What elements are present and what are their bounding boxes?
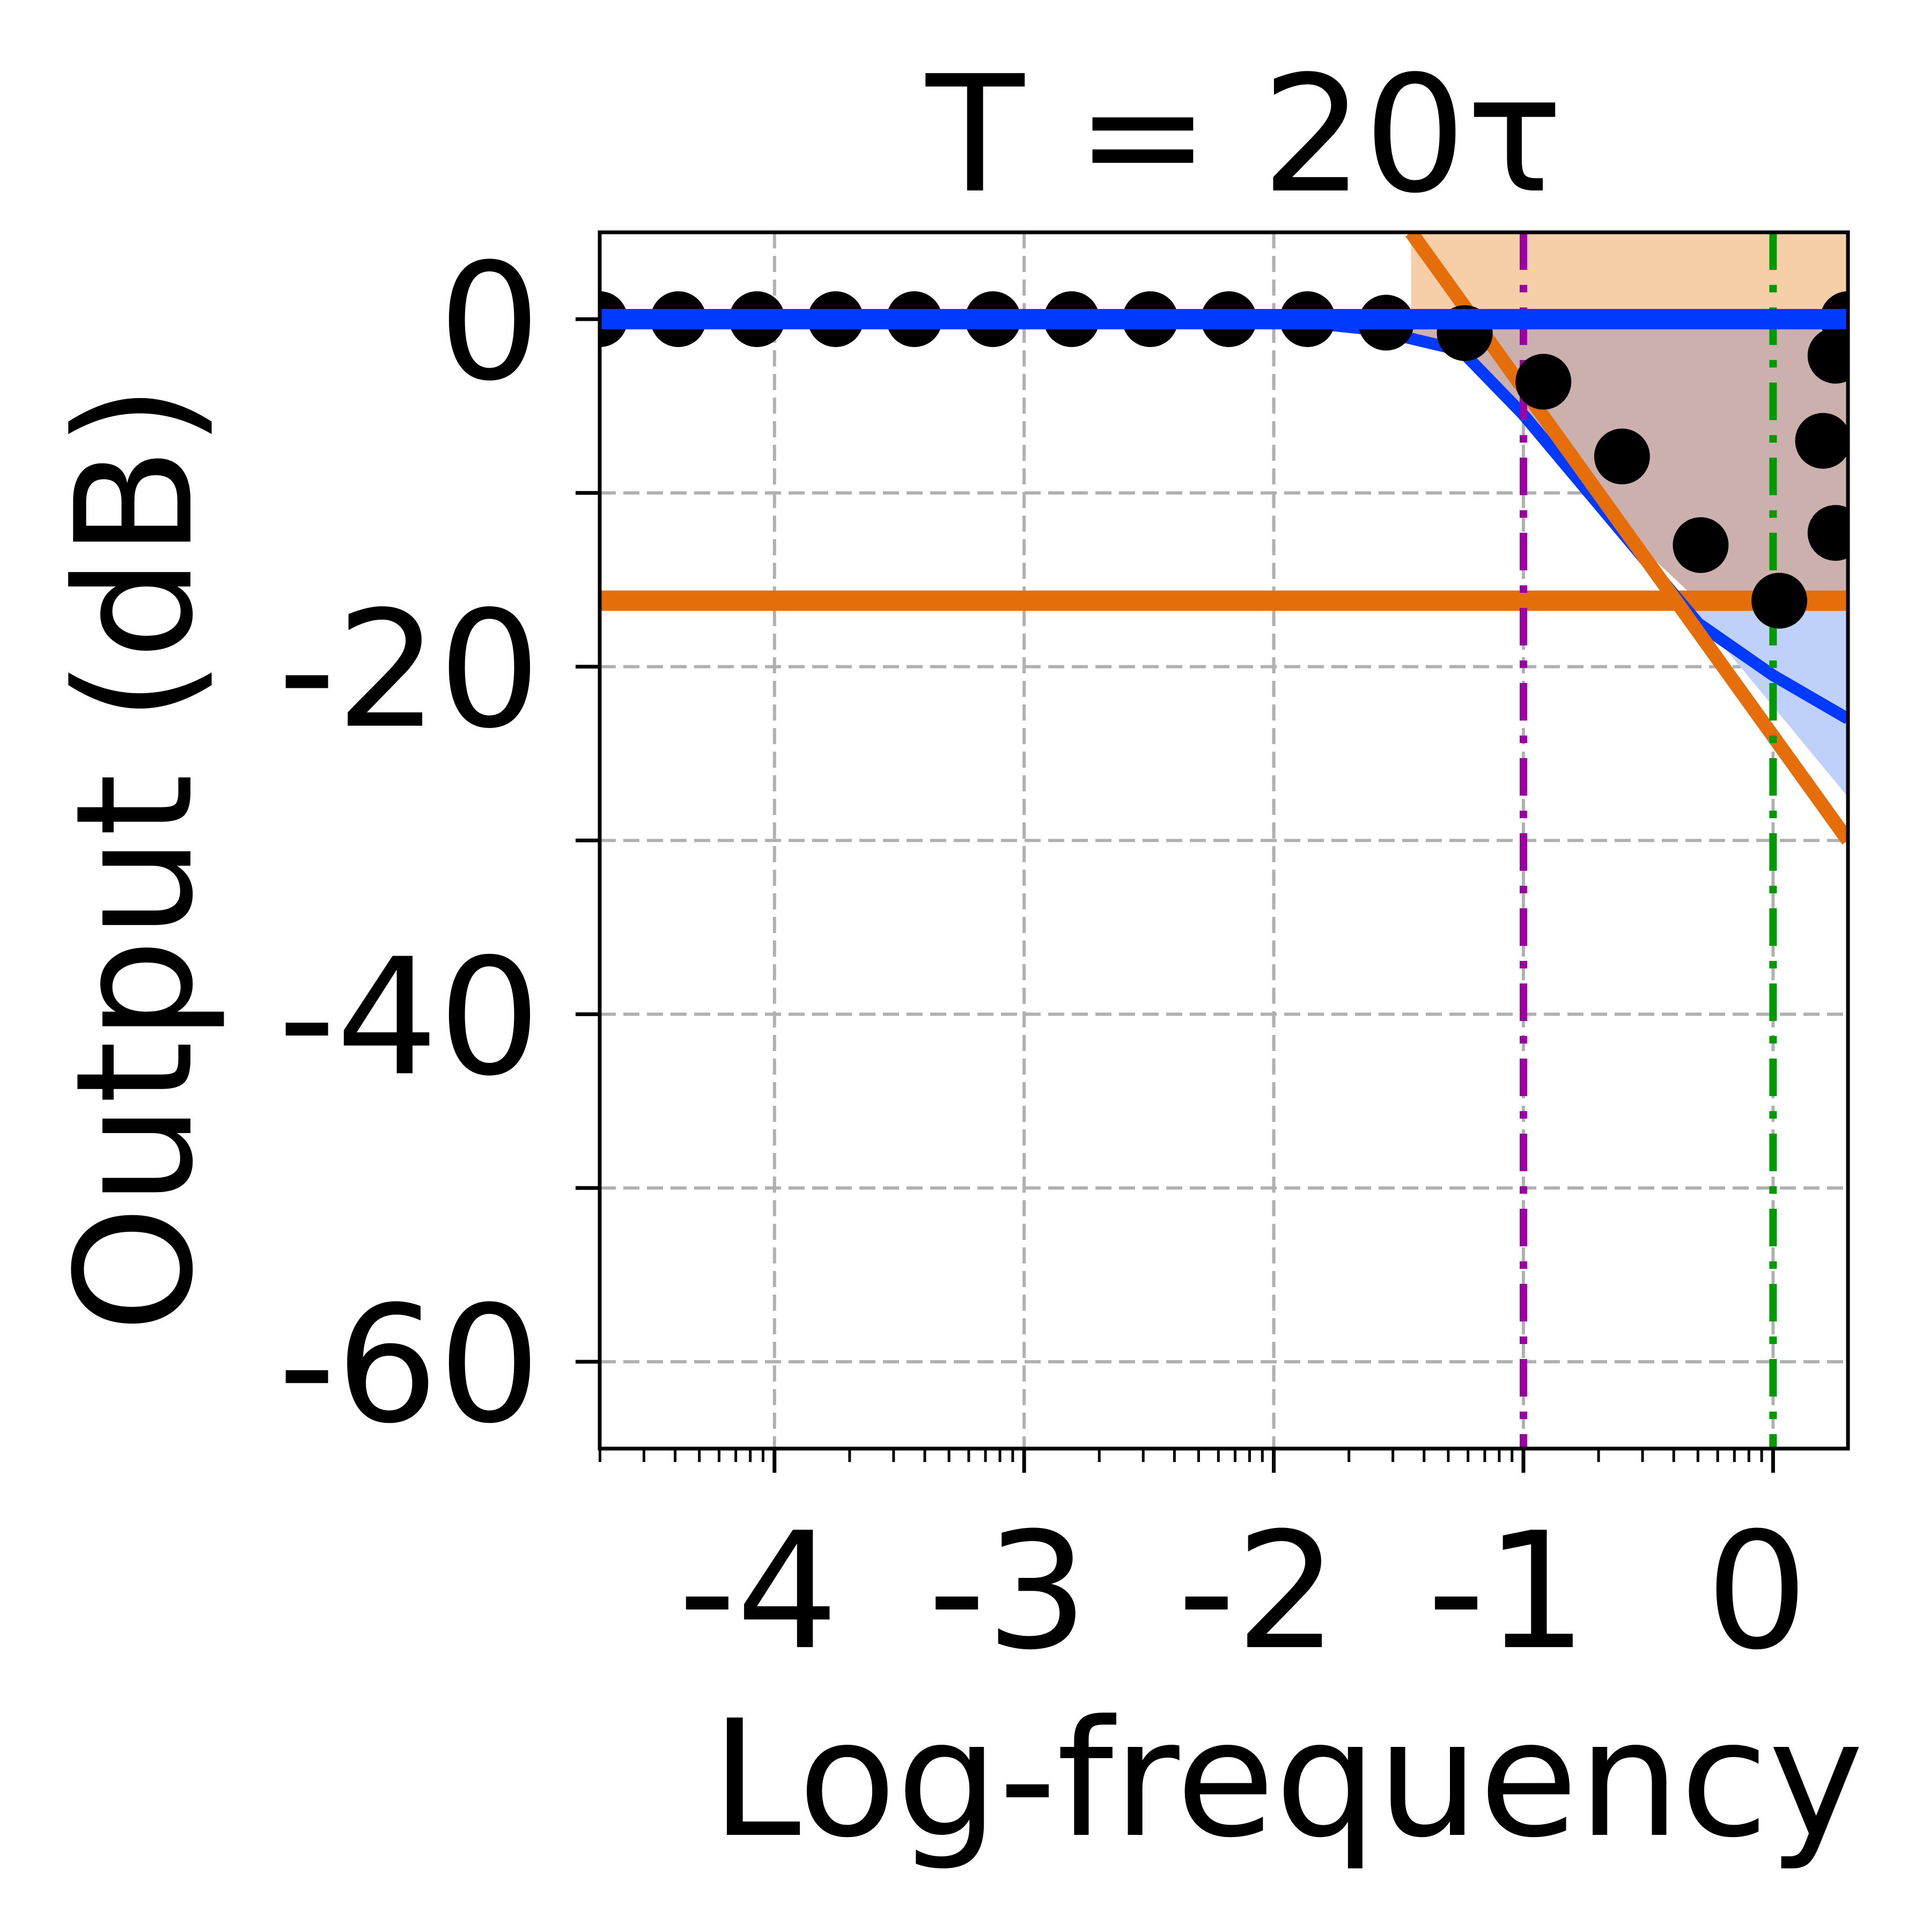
y-tick-label: -60 (278, 1272, 541, 1459)
scatter-point (1594, 428, 1650, 484)
x-tick-label: -1 (1427, 1498, 1587, 1685)
scatter-point (1673, 517, 1729, 573)
chart-title: T = 20τ (923, 41, 1563, 229)
scatter-point (1751, 572, 1808, 629)
y-tick-label: -20 (278, 577, 541, 764)
tick-labels: 0 -20 -40 -60 -4 -3 -2 -1 0 (278, 229, 1808, 1685)
scatter-points (600, 291, 1848, 629)
axis-ticks (576, 317, 1775, 1473)
x-tick-label: -4 (678, 1498, 838, 1685)
x-axis-label: Log-frequency (711, 1686, 1864, 1873)
scatter-point (1515, 354, 1572, 410)
orange-shaded-region (1411, 232, 1848, 319)
vertical-lines (1519, 232, 1777, 1449)
y-axis-label: Output (dB) (41, 384, 229, 1333)
y-tick-label: -40 (278, 924, 541, 1111)
x-tick-label: -2 (1177, 1498, 1338, 1685)
x-tick-label: -3 (928, 1498, 1088, 1685)
scatter-point (1807, 505, 1848, 561)
x-tick-label: 0 (1706, 1498, 1808, 1685)
scatter-point (1795, 413, 1848, 469)
blue-shaded-region (1685, 600, 1848, 797)
y-tick-label: 0 (438, 229, 541, 416)
